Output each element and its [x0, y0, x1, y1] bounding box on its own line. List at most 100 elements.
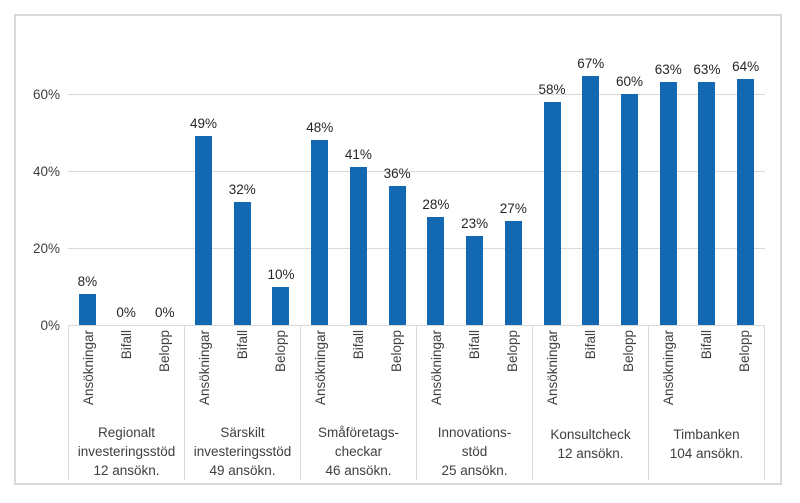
value-label: 23%	[461, 216, 489, 232]
series-label-ansökningar: Ansökningar	[196, 330, 212, 406]
category-cell-4: Ansökningar Bifall Belopp Innovations- stöd…	[416, 325, 532, 480]
bar-slot: 58%	[533, 56, 572, 325]
bar-ansökningar-group5	[543, 101, 561, 325]
series-label-belopp: Belopp	[273, 330, 289, 373]
series-label-ansökningar: Ansökningar	[428, 330, 444, 406]
value-label: 32%	[228, 181, 256, 197]
series-label-slot: Ansökningar	[301, 330, 339, 405]
series-labels: Ansökningar Bifall Belopp	[533, 325, 648, 422]
value-label: 63%	[693, 62, 721, 78]
series-label-bifall: Bifall	[350, 330, 366, 360]
bar-slot: 23%	[455, 56, 494, 325]
group-title-1: Regionalt investeringsstöd 12 ansökn.	[77, 425, 176, 478]
bar-group-3: 48% 41% 36%	[300, 56, 417, 325]
value-label: 28%	[422, 197, 450, 213]
series-label-bifall: Bifall	[698, 330, 714, 360]
category-cell-5: Ansökningar Bifall Belopp Konsultcheck 12 a…	[532, 325, 648, 480]
bar-group-5: 58% 67% 60%	[533, 55, 649, 325]
bar-belopp-group4	[504, 221, 522, 325]
bar-slot: 10%	[262, 56, 301, 325]
series-label-slot: Belopp	[726, 330, 764, 372]
series-label-bifall: Bifall	[582, 330, 598, 360]
series-label-slot: Ansökningar	[417, 330, 455, 405]
bar-ansökningar-group3	[311, 140, 329, 325]
value-label: 8%	[77, 274, 98, 290]
y-tick-label: 0%	[40, 317, 60, 333]
bar-slot: 41%	[339, 56, 378, 325]
group-title-6: Timbanken 104 ansökn.	[669, 427, 744, 461]
series-label-slot: Bifall	[455, 330, 493, 359]
bar-slot: 0%	[145, 56, 184, 326]
series-label-slot: Belopp	[378, 330, 416, 372]
series-label-bifall: Bifall	[466, 330, 482, 360]
value-label: 41%	[344, 147, 372, 163]
bar-group-6: 63% 63% 64%	[649, 56, 765, 325]
bar-slot: 64%	[726, 56, 765, 325]
category-cell-1: Ansökningar Bifall Belopp Regionalt investe…	[68, 325, 184, 480]
bar-slot: 63%	[649, 56, 688, 325]
series-labels: Ansökningar Bifall Belopp	[649, 325, 764, 422]
bar-slot: 0%	[107, 56, 146, 326]
category-cell-3: Ansökningar Bifall Belopp Småföretags- chec…	[300, 325, 416, 480]
bar-group-2: 49% 32% 10%	[184, 56, 301, 325]
series-label-slot: Ansökningar	[533, 330, 571, 405]
series-label-slot: Ansökningar	[69, 330, 107, 405]
series-labels: Ansökningar Bifall Belopp	[185, 325, 300, 420]
series-label-slot: Ansökningar	[649, 330, 687, 405]
value-label: 58%	[538, 81, 566, 97]
bar-belopp-group5	[620, 94, 638, 325]
series-label-slot: Belopp	[146, 330, 184, 372]
series-label-belopp: Belopp	[389, 330, 405, 373]
bar-bifall-group5	[582, 75, 600, 325]
series-label-slot: Bifall	[687, 330, 725, 359]
value-label: 0%	[116, 305, 136, 320]
series-label-slot: Bifall	[223, 330, 261, 359]
value-label: 10%	[267, 266, 295, 282]
series-label-ansökningar: Ansökningar	[312, 330, 328, 406]
value-label: 36%	[383, 166, 411, 182]
bar-slot: 36%	[378, 56, 417, 325]
series-label-slot: Belopp	[610, 330, 648, 372]
group-title-5: Konsultcheck 12 ansökn.	[550, 427, 631, 461]
series-label-belopp: Belopp	[621, 330, 637, 373]
value-label: 0%	[155, 305, 175, 320]
series-label-ansökningar: Ansökningar	[80, 330, 96, 406]
series-label-belopp: Belopp	[737, 330, 753, 373]
bar-slot: 28%	[417, 56, 456, 325]
series-label-slot: Bifall	[107, 330, 145, 359]
bar-slot: 63%	[688, 56, 727, 325]
y-tick-label: 60%	[32, 86, 60, 102]
bar-bifall-group6	[698, 82, 716, 325]
value-label: 49%	[190, 116, 218, 132]
value-label: 48%	[306, 120, 334, 136]
category-cell-2: Ansökningar Bifall Belopp Särskilt invester…	[184, 325, 300, 480]
bar-group-4: 28% 23% 27%	[417, 56, 533, 325]
group-title-2: Särskilt investeringsstöd 49 ansökn.	[193, 425, 292, 478]
bar-slot: 32%	[223, 56, 262, 325]
y-tick-label: 40%	[32, 163, 60, 179]
gridline-20%	[68, 248, 765, 249]
plot-area: 8% 0% 0% 49% 32% 10% 48% 41% 36% 28% 23% 27% 58% 67% 6…	[68, 55, 765, 326]
series-labels: Ansökningar Bifall Belopp	[301, 325, 416, 420]
value-label: 27%	[499, 201, 527, 217]
gridline-60%	[68, 94, 765, 95]
bar-group-1: 8% 0% 0%	[68, 56, 184, 326]
category-cell-6: Ansökningar Bifall Belopp Timbanken 104 ans…	[648, 325, 765, 480]
bar-slot: 48%	[300, 56, 339, 325]
series-label-slot: Belopp	[262, 330, 300, 372]
value-label: 64%	[732, 58, 760, 74]
bar-ansökningar-group1	[78, 294, 96, 325]
bar-bifall-group4	[466, 236, 484, 325]
bar-belopp-group2	[272, 286, 290, 325]
series-label-ansökningar: Ansökningar	[544, 330, 560, 406]
bar-ansökningar-group4	[427, 217, 445, 325]
value-label: 67%	[577, 55, 605, 71]
bar-belopp-group3	[388, 186, 406, 325]
series-label-belopp: Belopp	[505, 330, 521, 373]
series-label-bifall: Bifall	[234, 330, 250, 360]
bar-bifall-group3	[349, 167, 367, 325]
series-label-slot: Ansökningar	[185, 330, 223, 405]
value-label: 60%	[615, 74, 643, 89]
series-label-slot: Bifall	[339, 330, 377, 359]
